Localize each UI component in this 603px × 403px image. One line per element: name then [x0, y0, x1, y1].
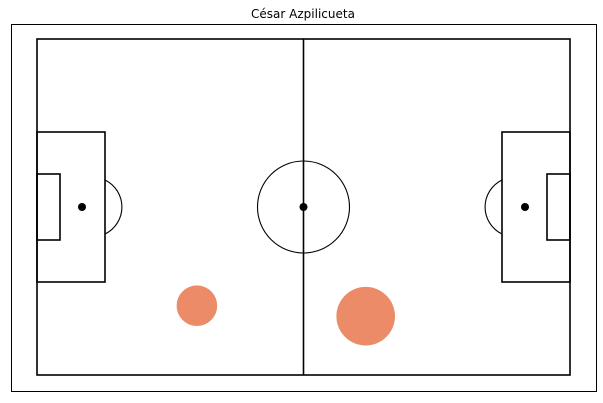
- right-penalty-spot: [521, 203, 529, 211]
- left-goal-area: [36, 173, 61, 241]
- data-point-2: [336, 286, 396, 346]
- left-penalty-spot: [78, 203, 86, 211]
- centre-circle: [256, 160, 351, 254]
- data-points: [176, 285, 396, 346]
- centre-spot: [299, 203, 308, 211]
- right-penalty-arc: [484, 179, 503, 235]
- axes-frame: [11, 24, 597, 392]
- football-pitch: [36, 38, 571, 376]
- data-point-1: [176, 285, 218, 327]
- left-penalty-arc: [104, 179, 123, 235]
- chart-title: César Azpilicueta: [251, 7, 355, 21]
- right-goal-area: [546, 173, 571, 241]
